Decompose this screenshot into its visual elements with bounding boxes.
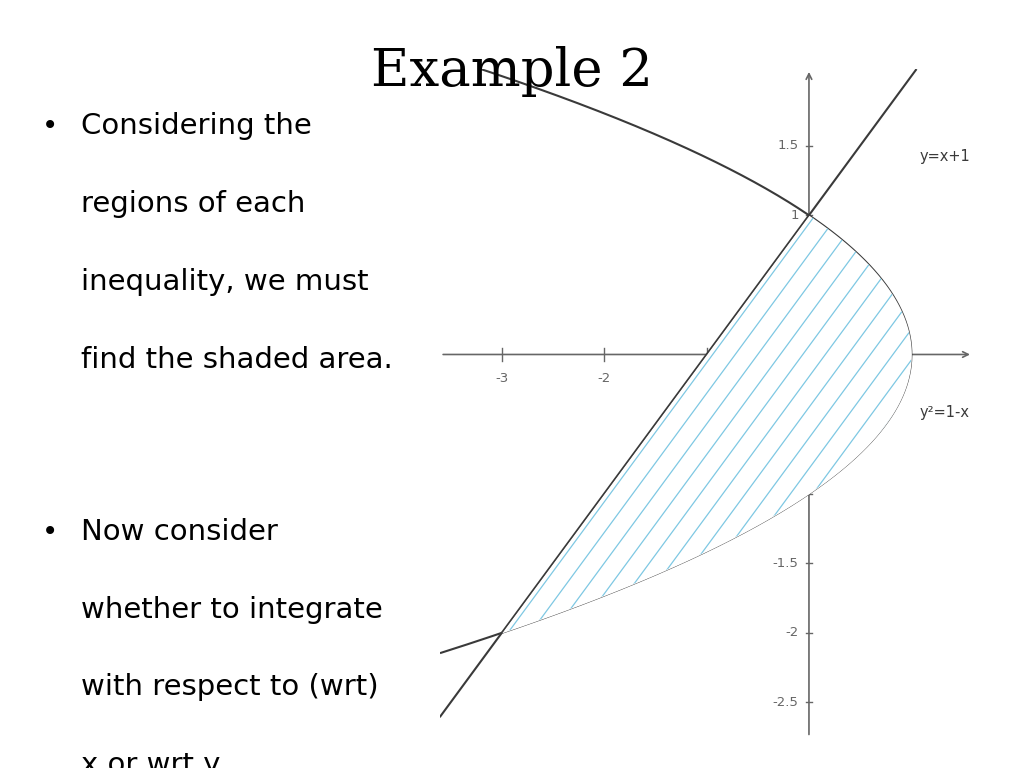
Text: 1: 1 [791,209,799,222]
Text: •: • [42,518,58,546]
Text: 0.5: 0.5 [777,278,799,291]
Text: -0.5: -0.5 [773,418,799,431]
Text: -3: -3 [496,372,508,385]
Text: find the shaded area.: find the shaded area. [81,346,392,373]
Text: -2: -2 [785,627,799,640]
Text: inequality, we must: inequality, we must [81,268,369,296]
Text: •: • [42,112,58,141]
PathPatch shape [502,215,911,633]
Text: 0: 0 [816,372,824,385]
Text: whether to integrate: whether to integrate [81,596,382,624]
Text: Now consider: Now consider [81,518,278,546]
Text: -1.5: -1.5 [773,557,799,570]
Text: regions of each: regions of each [81,190,305,218]
Text: 1.5: 1.5 [777,139,799,152]
Text: Example 2: Example 2 [371,46,653,97]
Text: -1: -1 [785,487,799,500]
Text: -2.5: -2.5 [773,696,799,709]
Text: with respect to (wrt): with respect to (wrt) [81,674,378,701]
Text: -1: -1 [700,372,713,385]
Text: y=x+1: y=x+1 [920,149,971,164]
Text: x or wrt y: x or wrt y [81,751,220,768]
Text: Considering the: Considering the [81,112,311,141]
Text: y²=1-x: y²=1-x [920,406,970,420]
Text: -2: -2 [598,372,610,385]
